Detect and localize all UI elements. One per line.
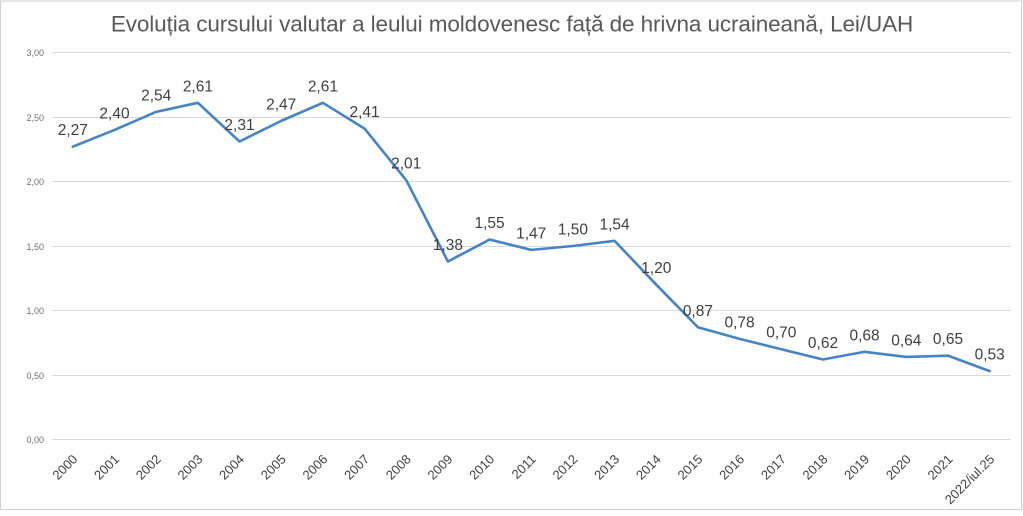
svg-text:2,47: 2,47 <box>266 96 296 113</box>
svg-text:0,78: 0,78 <box>725 314 755 331</box>
svg-text:1,38: 1,38 <box>433 237 463 254</box>
svg-text:1,00: 1,00 <box>26 306 44 316</box>
svg-text:2,50: 2,50 <box>26 113 44 123</box>
svg-text:Evoluția cursului valutar a le: Evoluția cursului valutar a leului moldo… <box>111 11 913 36</box>
svg-text:0,64: 0,64 <box>891 332 922 349</box>
svg-text:1,50: 1,50 <box>26 242 44 252</box>
svg-text:2,31: 2,31 <box>224 117 254 134</box>
svg-text:0,65: 0,65 <box>933 331 963 348</box>
svg-text:0,00: 0,00 <box>26 435 44 445</box>
svg-text:2,61: 2,61 <box>308 78 338 95</box>
svg-text:2,61: 2,61 <box>183 78 213 95</box>
svg-text:2,41: 2,41 <box>350 104 380 121</box>
svg-text:2,01: 2,01 <box>391 156 421 173</box>
svg-text:1,54: 1,54 <box>600 216 631 233</box>
svg-text:0,50: 0,50 <box>26 371 44 381</box>
svg-text:0,70: 0,70 <box>766 325 797 342</box>
svg-text:0,62: 0,62 <box>808 335 838 352</box>
svg-text:2,00: 2,00 <box>26 177 44 187</box>
svg-text:1,20: 1,20 <box>641 260 672 277</box>
svg-text:1,47: 1,47 <box>516 225 546 242</box>
svg-text:2,54: 2,54 <box>141 87 172 104</box>
svg-text:0,53: 0,53 <box>975 347 1005 364</box>
svg-text:0,87: 0,87 <box>683 303 713 320</box>
svg-text:3,00: 3,00 <box>26 48 44 58</box>
svg-text:2,27: 2,27 <box>58 122 88 139</box>
svg-text:1,55: 1,55 <box>475 215 505 232</box>
svg-text:2,40: 2,40 <box>99 105 130 122</box>
svg-text:1,50: 1,50 <box>558 222 589 239</box>
svg-text:0,68: 0,68 <box>850 327 880 344</box>
